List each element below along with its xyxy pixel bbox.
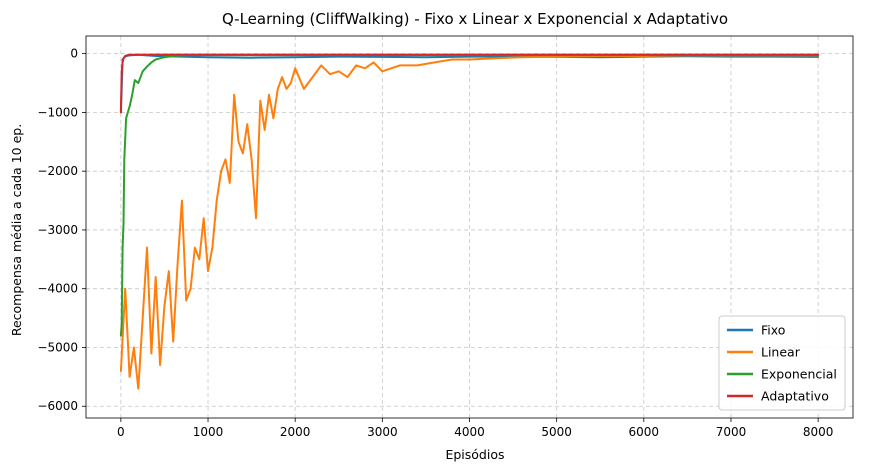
y-tick-label: −2000: [37, 164, 78, 178]
chart-title: Q-Learning (CliffWalking) - Fixo x Linea…: [222, 10, 728, 28]
x-axis-label: Episódios: [445, 447, 504, 462]
x-tick-label: 5000: [541, 425, 572, 439]
legend-label: Adaptativo: [761, 389, 829, 404]
y-tick-label: −4000: [37, 282, 78, 296]
y-tick-label: 0: [70, 47, 78, 61]
legend-box: [718, 315, 846, 411]
x-tick-label: 0: [117, 425, 125, 439]
x-tick-label: 6000: [629, 425, 660, 439]
x-tick-label: 1000: [193, 425, 224, 439]
x-tick-label: 3000: [367, 425, 398, 439]
tick-layer: 0 1000 2000 3000 4000 5000 6000 7000 8000 0 −1000 −…: [37, 47, 833, 439]
y-tick-label: −6000: [37, 399, 78, 413]
x-tick-label: 4000: [454, 425, 485, 439]
series-line-adaptativo: [119, 53, 820, 114]
series-line-exponencial: [119, 54, 820, 337]
series-line-linear: [119, 54, 820, 390]
y-tick-label: −1000: [37, 105, 78, 119]
legend: Fixo Linear Exponencial Adaptativo: [718, 315, 846, 411]
y-tick-label: −5000: [37, 340, 78, 354]
x-tick-label: 8000: [803, 425, 834, 439]
y-axis-label: Recompensa média a cada 10 ep.: [9, 124, 24, 336]
y-tick-label: −3000: [37, 223, 78, 237]
x-tick-label: 2000: [280, 425, 311, 439]
series-layer: [119, 53, 820, 390]
x-tick-label: 7000: [716, 425, 747, 439]
legend-label: Fixo: [761, 323, 785, 338]
legend-label: Linear: [761, 345, 801, 360]
legend-label: Exponencial: [761, 367, 837, 382]
